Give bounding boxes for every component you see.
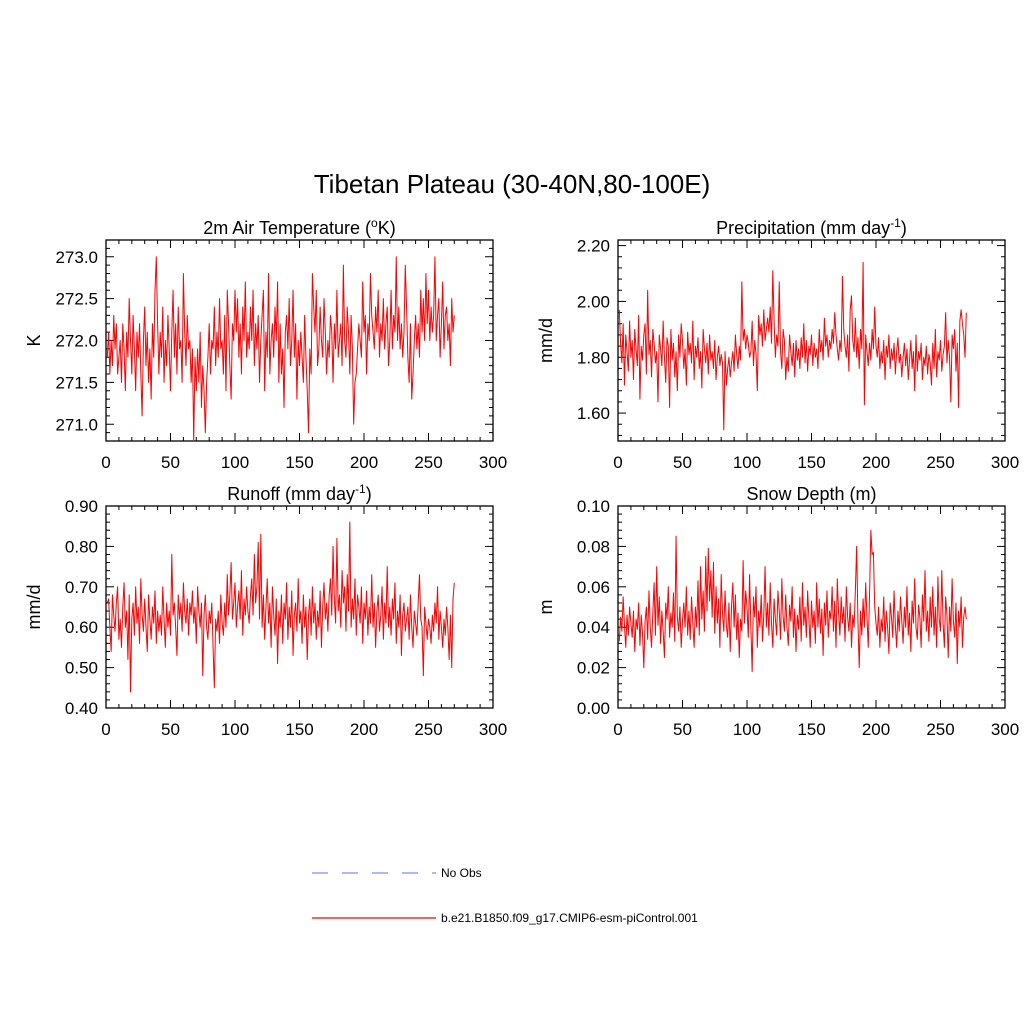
legend-label-no-obs: No Obs bbox=[441, 866, 482, 880]
x-tick-label: 200 bbox=[350, 720, 378, 739]
panel-precipitation: 0 50 100 150 200 250 300 1.60 1.80 2.00 2.20 mm/d Pr… bbox=[536, 216, 1019, 472]
panel-runoff: 0 50 100 150 200 250 300 0.40 0.50 0.60 0.70 0.80 0.… bbox=[24, 482, 507, 739]
x-tick-label: 150 bbox=[285, 720, 313, 739]
series-line-precipitation bbox=[618, 261, 967, 431]
panel-title: 2m Air Temperature (oK) bbox=[203, 216, 395, 238]
y-axis-label: mm/d bbox=[24, 585, 44, 630]
panel-title: Runoff (mm day-1) bbox=[227, 482, 371, 504]
x-tick-label: 300 bbox=[991, 453, 1019, 472]
y-tick-label: 0.70 bbox=[65, 578, 98, 597]
series-line-air-temperature bbox=[106, 256, 455, 442]
y-tick-label: 271.0 bbox=[55, 415, 98, 434]
y-tick-label: 0.02 bbox=[577, 659, 610, 678]
x-tick-label: 50 bbox=[673, 720, 692, 739]
panel-title: Snow Depth (m) bbox=[746, 484, 876, 504]
y-tick-label: 0.90 bbox=[65, 497, 98, 516]
y-tick-label: 1.60 bbox=[577, 404, 610, 423]
x-tick-label: 100 bbox=[733, 720, 761, 739]
x-tick-label: 150 bbox=[797, 720, 825, 739]
legend-label-model: b.e21.B1850.f09_g17.CMIP6-esm-piControl.… bbox=[441, 911, 698, 925]
panel-title: Precipitation (mm day-1) bbox=[716, 216, 907, 238]
x-tick-label: 250 bbox=[414, 720, 442, 739]
x-tick-label: 250 bbox=[926, 720, 954, 739]
y-axis-label: K bbox=[24, 334, 44, 346]
y-tick-label: 1.80 bbox=[577, 348, 610, 367]
x-tick-label: 150 bbox=[797, 453, 825, 472]
y-tick-label: 0.60 bbox=[65, 618, 98, 637]
legend: No Obs b.e21.B1850.f09_g17.CMIP6-esm-piC… bbox=[312, 866, 698, 925]
figure-title: Tibetan Plateau (30-40N,80-100E) bbox=[314, 169, 711, 199]
x-tick-label: 300 bbox=[479, 720, 507, 739]
series-line-runoff bbox=[106, 521, 455, 693]
y-tick-label: 0.40 bbox=[65, 699, 98, 718]
x-tick-label: 150 bbox=[285, 453, 313, 472]
x-tick-label: 200 bbox=[862, 720, 890, 739]
x-tick-label: 50 bbox=[161, 720, 180, 739]
y-tick-label: 0.06 bbox=[577, 578, 610, 597]
panel-title-superscript: -1 bbox=[355, 482, 366, 496]
panel-title-main: Runoff (mm day bbox=[227, 484, 355, 504]
y-tick-label: 0.80 bbox=[65, 537, 98, 556]
y-tick-label: 0.04 bbox=[577, 618, 610, 637]
x-tick-label: 200 bbox=[350, 453, 378, 472]
y-tick-label: 273.0 bbox=[55, 248, 98, 267]
y-tick-label: 0.08 bbox=[577, 537, 610, 556]
y-axis-label: m bbox=[536, 600, 556, 615]
x-tick-label: 0 bbox=[101, 720, 110, 739]
y-axis-label: mm/d bbox=[536, 318, 556, 363]
x-tick-label: 0 bbox=[613, 453, 622, 472]
y-tick-label: 0.00 bbox=[577, 699, 610, 718]
panel-title-superscript: -1 bbox=[890, 216, 901, 230]
x-tick-label: 100 bbox=[733, 453, 761, 472]
panel-air-temperature: 0 50 100 150 200 250 300 271.0 271.5 272.0 272.5 27… bbox=[24, 216, 507, 472]
x-tick-label: 0 bbox=[613, 720, 622, 739]
x-tick-label: 300 bbox=[991, 720, 1019, 739]
y-tick-label: 2.00 bbox=[577, 292, 610, 311]
y-tick-label: 2.20 bbox=[577, 237, 610, 256]
panels: 0 50 100 150 200 250 300 271.0 271.5 272.0 272.5 27… bbox=[24, 216, 1019, 739]
x-tick-label: 200 bbox=[862, 453, 890, 472]
y-tick-label: 271.5 bbox=[55, 373, 98, 392]
panel-title-tail: ) bbox=[366, 484, 372, 504]
x-tick-label: 100 bbox=[221, 453, 249, 472]
panel-title-main: Snow Depth (m) bbox=[746, 484, 876, 504]
panel-title-tail: ) bbox=[901, 218, 907, 238]
x-tick-label: 50 bbox=[161, 453, 180, 472]
y-tick-label: 0.50 bbox=[65, 659, 98, 678]
x-tick-label: 250 bbox=[414, 453, 442, 472]
x-tick-label: 50 bbox=[673, 453, 692, 472]
y-tick-label: 272.5 bbox=[55, 290, 98, 309]
x-tick-label: 100 bbox=[221, 720, 249, 739]
y-tick-label: 272.0 bbox=[55, 332, 98, 351]
panel-snow-depth: 0 50 100 150 200 250 300 0.00 0.02 0.04 0.06 0.08 0.… bbox=[536, 484, 1019, 739]
x-tick-label: 250 bbox=[926, 453, 954, 472]
panel-title-main: Precipitation (mm day bbox=[716, 218, 890, 238]
x-tick-label: 0 bbox=[101, 453, 110, 472]
y-tick-label: 0.10 bbox=[577, 497, 610, 516]
panel-title-superscript: o bbox=[371, 216, 378, 230]
panel-title-main: 2m Air Temperature ( bbox=[203, 218, 371, 238]
series-line-snow-depth bbox=[618, 529, 967, 673]
panel-title-tail: K) bbox=[378, 218, 396, 238]
x-tick-label: 300 bbox=[479, 453, 507, 472]
